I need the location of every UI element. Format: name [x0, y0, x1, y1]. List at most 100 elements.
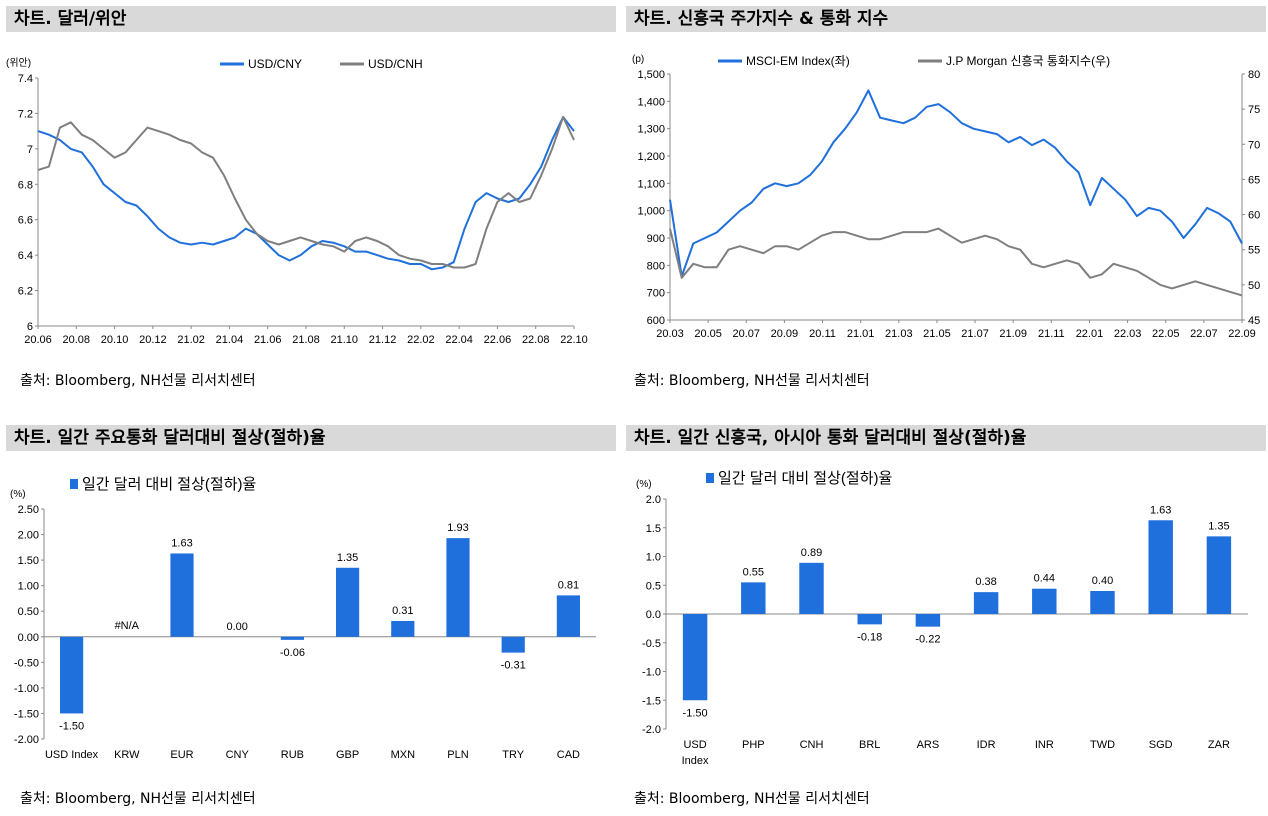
legend-label: MSCI-EM Index(좌)	[746, 54, 850, 68]
legend-label: 일간 달러 대비 절상(절하)율	[718, 470, 892, 487]
y-tick-label: 1,500	[637, 69, 665, 81]
data-label: #N/A	[115, 620, 140, 632]
y-tick-label: 7.4	[18, 73, 33, 85]
x-tick-label: 20.08	[63, 334, 91, 346]
x-tick-label: 20.10	[101, 334, 129, 346]
bar	[741, 582, 766, 614]
y-tick-label: 1.00	[18, 581, 39, 593]
x-tick-label: ZAR	[1208, 739, 1230, 751]
y-tick-label: 2.50	[18, 504, 39, 516]
bar	[1148, 520, 1173, 614]
y-tick-label: -1.5	[642, 695, 661, 707]
x-tick-label: 20.06	[24, 334, 52, 346]
x-tick-label: 21.07	[961, 328, 989, 340]
bar	[1206, 536, 1232, 614]
x-tick-label: PLN	[447, 749, 468, 761]
data-label: -0.18	[857, 631, 882, 643]
y-tick-label: 0.0	[646, 609, 661, 621]
x-tick-label: TWD	[1090, 739, 1115, 751]
y-tick-label: 2.00	[18, 530, 39, 542]
chart-em-asia-fx: (%) 일간 달러 대비 절상(절하)율 -2.0 -1.5 -1.0 -0.5 0.0 0.…	[636, 470, 1248, 767]
panel-title: 차트. 일간 주요통화 달러대비 절상(절하)율	[6, 425, 616, 451]
panel-usdcny: 차트. 달러/위안 (위안) 6 6.2 6.4 6.6 6.8 7 7.2 7.4 20.06 2…	[6, 6, 616, 396]
x-tick-label: SGD	[1149, 739, 1173, 751]
panel-title: 차트. 달러/위안	[6, 6, 616, 32]
bar	[60, 636, 84, 714]
data-label: -1.50	[59, 720, 84, 732]
y-tick-label: 700	[647, 288, 665, 300]
bar	[501, 636, 525, 653]
y-tick-label: 1.0	[646, 552, 661, 564]
x-tick-label: 21.01	[847, 328, 875, 340]
chart-usdcny: (위안) 6 6.2 6.4 6.6 6.8 7 7.2 7.4 20.06 20.08 20.10 2…	[6, 56, 588, 346]
y-tick-label: 600	[647, 315, 665, 327]
data-label: 1.63	[1150, 504, 1171, 516]
x-tick-label: 21.06	[254, 334, 282, 346]
data-label: 1.63	[171, 537, 192, 549]
data-label: 0.44	[1034, 573, 1055, 585]
data-label: 0.81	[558, 579, 579, 591]
bar	[973, 592, 999, 614]
data-label: 1.35	[337, 552, 358, 564]
y-tick-label: 0.00	[18, 632, 39, 644]
x-tick-label: IDR	[977, 739, 996, 751]
x-tick-label: TRY	[502, 749, 524, 761]
x-tick-label: 21.03	[885, 328, 913, 340]
x-tick-label: 22.10	[560, 334, 588, 346]
y-tick-label: 1,200	[637, 151, 665, 163]
x-tick-label: 20.03	[656, 328, 684, 340]
x-tick-label: 21.08	[292, 334, 320, 346]
x-tick-label: EUR	[170, 749, 193, 761]
y-tick-label: 0.50	[18, 606, 39, 618]
bar	[1032, 588, 1057, 614]
data-label: 0.00	[226, 621, 247, 633]
x-tick-label: 20.11	[809, 328, 836, 340]
legend-swatch	[70, 479, 78, 489]
x-tick-label: CNH	[800, 739, 824, 751]
x-tick-label: 21.02	[177, 334, 205, 346]
panel-title: 차트. 일간 신흥국, 아시아 통화 달러대비 절상(절하)율	[626, 425, 1266, 451]
y-tick-label: -0.50	[14, 657, 39, 669]
bar	[391, 620, 415, 637]
x-tick-label: 21.11	[1038, 328, 1065, 340]
y-tick-label: 900	[647, 233, 665, 245]
y-right-tick-label: 50	[1248, 280, 1260, 292]
bar	[915, 614, 941, 627]
series-line-0	[669, 89, 1243, 278]
legend-label: 일간 달러 대비 절상(절하)율	[82, 476, 256, 493]
x-tick-label: 22.08	[522, 334, 550, 346]
y-tick-label: -2.0	[642, 724, 661, 736]
x-tick-label: USD Index	[45, 749, 99, 761]
y-tick-label: 1.50	[18, 555, 39, 567]
data-label: -0.22	[915, 634, 940, 646]
y-axis-unit: (위안)	[6, 56, 31, 69]
x-tick-label: 22.02	[407, 334, 435, 346]
legend-swatch	[706, 473, 714, 483]
panel-title: 차트. 신흥국 주가지수 & 통화 지수	[626, 6, 1266, 32]
x-tick-label: 21.12	[369, 334, 397, 346]
y-tick-label: 2.0	[646, 494, 661, 506]
bar	[799, 562, 824, 614]
source-note: 출처: Bloomberg, NH선물 리서치센터	[20, 373, 256, 389]
x-tick-label: ARS	[917, 739, 940, 751]
x-tick-label: MXN	[391, 749, 416, 761]
y-right-tick-label: 55	[1248, 245, 1260, 257]
panel-em-asia-fx: 차트. 일간 신흥국, 아시아 통화 달러대비 절상(절하)율 (%) 일간 달러…	[626, 425, 1266, 815]
x-tick-label: Index	[682, 755, 709, 767]
bar	[857, 614, 882, 625]
x-tick-label: GBP	[336, 749, 359, 761]
data-label: 0.89	[801, 547, 822, 559]
x-tick-label: BRL	[859, 739, 880, 751]
source-note: 출처: Bloomberg, NH선물 리서치센터	[634, 373, 870, 389]
y-tick-label: 1,400	[637, 96, 665, 108]
legend-label: USD/CNY	[248, 57, 302, 71]
y-tick-label: 6.4	[18, 250, 33, 262]
panel-em-index: 차트. 신흥국 주가지수 & 통화 지수 (p) 600 700 800 900 1,00…	[626, 6, 1266, 396]
y-tick-label: -1.0	[642, 667, 661, 679]
data-label: 0.31	[392, 605, 413, 617]
y-tick-label: 6	[27, 321, 33, 333]
y-right-tick-label: 70	[1248, 139, 1260, 151]
y-right-tick-label: 65	[1248, 174, 1260, 186]
data-label: 0.55	[743, 566, 764, 578]
x-tick-label: 20.07	[733, 328, 761, 340]
